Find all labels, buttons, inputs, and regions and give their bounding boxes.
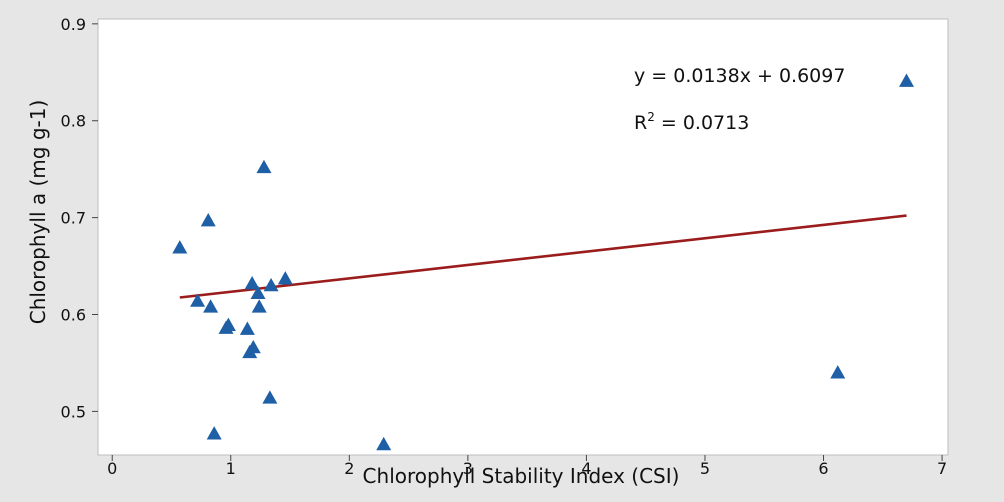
x-tick-label: 7 — [937, 459, 947, 478]
data-point-triangle — [244, 276, 260, 290]
data-point-triangle — [256, 159, 272, 174]
data-point-triangle — [251, 299, 267, 313]
data-point-triangle — [203, 299, 219, 313]
data-points — [172, 73, 915, 451]
r2-prefix: R — [634, 112, 647, 134]
data-point-triangle — [245, 339, 261, 354]
x-tick-label: 1 — [226, 459, 236, 478]
trendline-group — [179, 214, 907, 299]
data-point-triangle — [262, 390, 278, 404]
data-point-triangle — [220, 317, 236, 332]
y-axis-title: Chlorophyll a (mg g-1) — [26, 100, 50, 325]
data-point-triangle — [830, 365, 846, 379]
y-tick-label: 0.6 — [61, 306, 86, 325]
plot-area — [97, 18, 949, 456]
data-point-triangle — [263, 277, 279, 292]
x-tick-label: 6 — [818, 459, 828, 478]
trendline — [179, 214, 907, 299]
y-tick-label: 0.7 — [61, 209, 86, 228]
equation-annotation: y = 0.0138x + 0.6097 — [634, 65, 845, 87]
y-tick-label: 0.8 — [61, 112, 86, 131]
x-tick-label: 4 — [581, 459, 591, 478]
x-tick-label: 3 — [463, 459, 473, 478]
data-point-triangle — [190, 293, 206, 307]
data-point-triangle — [239, 321, 255, 335]
x-tick-label: 2 — [344, 459, 354, 478]
data-point-triangle — [277, 271, 293, 285]
data-point-triangle — [200, 213, 216, 227]
data-point-triangle — [250, 285, 266, 300]
x-axis-title: Chlorophyll Stability Index (CSI) — [363, 464, 680, 488]
y-tick-label: 0.9 — [61, 15, 86, 34]
axes: 0 1 2 3 4 5 6 7 0.5 0.6 0.7 0.8 0.9 — [61, 15, 948, 478]
x-tick-label: 5 — [700, 459, 710, 478]
data-point-triangle — [376, 436, 392, 451]
r2-suffix: = 0.0713 — [655, 112, 749, 134]
r2-superscript: 2 — [647, 110, 655, 124]
y-tick-label: 0.5 — [61, 402, 86, 421]
x-tick-label: 0 — [107, 459, 117, 478]
data-point-triangle — [899, 73, 915, 87]
data-point-triangle — [172, 240, 188, 254]
r-squared-annotation: R2 = 0.0713 — [634, 110, 749, 134]
data-point-triangle — [206, 426, 222, 440]
